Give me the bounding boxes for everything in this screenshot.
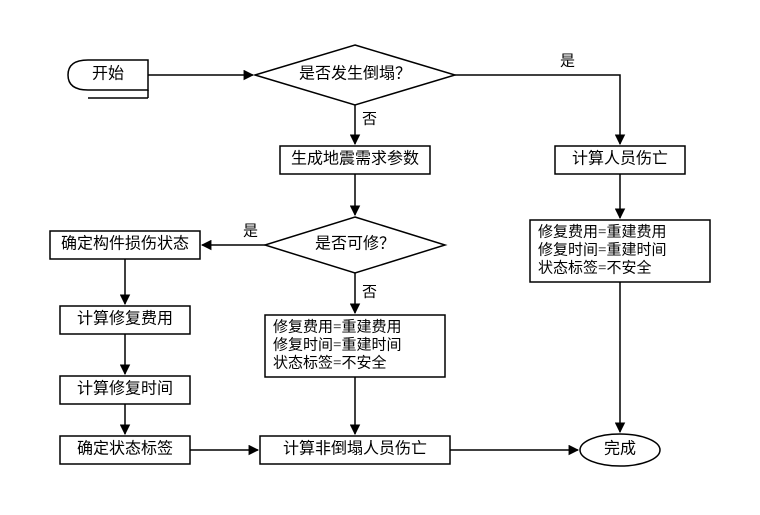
node-decision-repairable-label: 是否可修？: [315, 235, 395, 253]
node-status-tag: 确定状态标签: [60, 436, 190, 464]
node-start-label: 开始: [92, 65, 124, 83]
node-rebuild-right-line3: 状态标签=不安全: [538, 258, 651, 276]
node-determine-damage-label: 确定构件损伤状态: [61, 235, 189, 253]
node-determine-damage: 确定构件损伤状态: [50, 231, 200, 259]
node-done-label: 完成: [604, 440, 636, 458]
node-rebuild-middle-line3: 状态标签=不安全: [273, 353, 386, 371]
node-rebuild-right: 修复费用=重建费用 修复时间=重建时间 状态标签=不安全: [530, 220, 710, 282]
node-rebuild-right-line2: 修复时间=重建时间: [538, 240, 666, 258]
edge-d1-casualty-label: 是: [560, 53, 575, 69]
node-generate-params: 生成地震需求参数: [280, 146, 430, 174]
edge-d2-determine-label: 是: [243, 223, 258, 239]
node-rebuild-middle-line1: 修复费用=重建费用: [273, 317, 401, 335]
node-done: 完成: [580, 434, 660, 466]
edge-d2-triplem-label: 否: [362, 284, 377, 300]
node-start: 开始: [68, 60, 148, 98]
node-noncollapse-casualty-label: 计算非倒塌人员伤亡: [283, 439, 427, 458]
node-status-tag-label: 确定状态标签: [77, 440, 173, 458]
node-rebuild-right-line1: 修复费用=重建费用: [538, 222, 666, 240]
edge-d1-casualty: [455, 75, 620, 144]
edge-d1-gen-label: 否: [362, 111, 377, 127]
node-noncollapse-casualty: 计算非倒塌人员伤亡: [260, 436, 450, 464]
node-rebuild-middle-line2: 修复时间=重建时间: [273, 335, 401, 353]
node-rebuild-middle: 修复费用=重建费用 修复时间=重建时间 状态标签=不安全: [265, 315, 445, 377]
node-repair-cost-label: 计算修复费用: [77, 309, 173, 328]
node-decision-repairable: 是否可修？: [265, 217, 445, 273]
node-casualty: 计算人员伤亡: [555, 146, 685, 174]
node-generate-params-label: 生成地震需求参数: [291, 150, 419, 168]
node-decision-collapse-label: 是否发生倒塌？: [299, 65, 411, 83]
node-casualty-label: 计算人员伤亡: [572, 149, 668, 168]
node-repair-cost: 计算修复费用: [60, 306, 190, 334]
node-decision-collapse: 是否发生倒塌？: [255, 45, 455, 105]
flowchart-canvas: 开始 是否发生倒塌？ 生成地震需求参数 是否可修？ 计算人员伤亡 修复费用=重建…: [0, 0, 760, 515]
node-repair-time-label: 计算修复时间: [77, 379, 173, 398]
node-repair-time: 计算修复时间: [60, 376, 190, 404]
